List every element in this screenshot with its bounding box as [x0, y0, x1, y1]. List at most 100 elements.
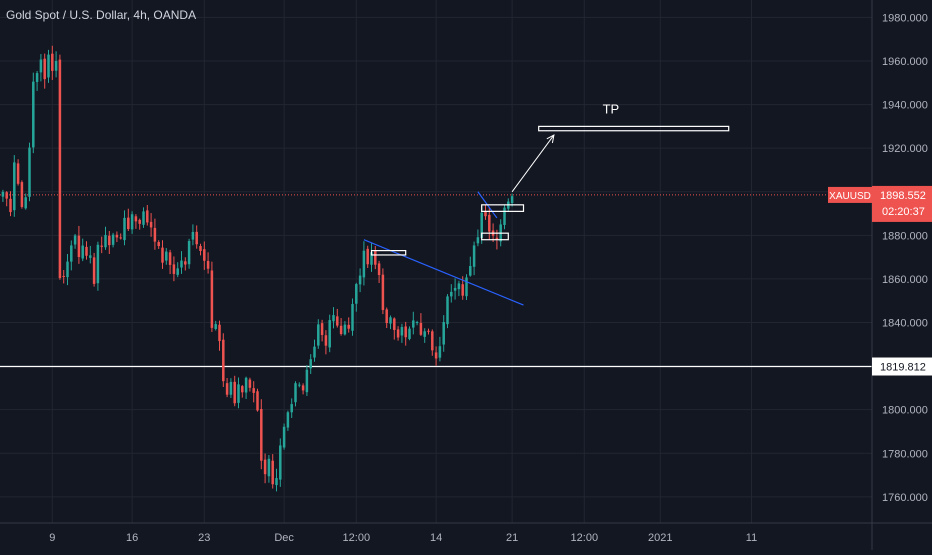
candle-body	[347, 324, 350, 329]
candle-down	[263, 453, 267, 484]
candle-body	[351, 303, 354, 331]
candle-body	[203, 249, 206, 261]
candle-down	[115, 231, 119, 243]
candle-up	[290, 398, 293, 418]
candle-down	[260, 399, 263, 470]
candle-down	[149, 213, 153, 237]
candle-down	[434, 346, 438, 366]
candle-down	[62, 270, 65, 284]
candle-body	[286, 412, 290, 428]
candle-up	[275, 468, 278, 492]
candle-down	[127, 208, 130, 232]
candle-down	[320, 319, 324, 342]
candle-down	[203, 241, 206, 270]
candle-body	[434, 352, 438, 359]
candle-body	[385, 309, 388, 324]
candle-body	[104, 235, 107, 248]
candle-body	[142, 211, 145, 225]
candle-body	[146, 210, 149, 223]
candle-up	[32, 72, 35, 154]
candle-up	[298, 382, 301, 388]
candle-body	[431, 331, 434, 351]
candle-body	[256, 391, 259, 411]
candle-down	[85, 241, 88, 260]
candle-body	[377, 263, 381, 275]
candle-body	[358, 275, 362, 285]
candle-body	[199, 246, 202, 252]
candle-down	[248, 377, 252, 392]
y-tick-label: 1840.000	[882, 318, 928, 330]
drawings[interactable]: TP	[363, 101, 730, 306]
candle-body	[108, 235, 111, 246]
candle-up	[130, 211, 134, 234]
candle-body	[54, 61, 58, 71]
candle-body	[1, 191, 5, 197]
candle-body	[222, 339, 225, 382]
candle-up	[370, 243, 373, 272]
candle-up	[70, 240, 73, 271]
candle-down	[9, 191, 12, 217]
candle-body	[187, 240, 191, 265]
candle-body	[282, 426, 286, 448]
candle-up	[286, 410, 290, 431]
candle-up	[176, 262, 179, 278]
candle-body	[461, 284, 464, 296]
tp-arrow-head	[546, 134, 555, 144]
candle-down	[58, 54, 62, 280]
candle-up	[442, 315, 445, 352]
y-tick-label: 1860.000	[882, 274, 928, 286]
candle-up	[214, 320, 217, 331]
candle-body	[472, 245, 476, 267]
candle-body	[484, 211, 487, 217]
candle-body	[317, 324, 320, 346]
candle-body	[119, 237, 122, 239]
candle-down	[431, 329, 434, 356]
candle-body	[172, 264, 176, 274]
candle-body	[415, 322, 419, 324]
y-tick-label: 1800.000	[882, 405, 928, 417]
candle-up	[24, 193, 27, 210]
candle-body	[442, 322, 445, 345]
candle-body	[355, 284, 358, 304]
candle-body	[328, 320, 331, 348]
candle-up	[279, 438, 282, 487]
candle-body	[28, 147, 31, 197]
candle-body	[244, 377, 248, 393]
candle-down	[225, 377, 229, 398]
candle-body	[370, 252, 373, 265]
candle-body	[195, 231, 198, 245]
candle-up	[305, 365, 309, 396]
candle-down	[51, 45, 54, 80]
candle-down	[138, 218, 141, 230]
candle-down	[134, 214, 138, 229]
candle-up	[400, 323, 404, 343]
candle-body	[191, 231, 195, 240]
candle-up	[54, 51, 58, 78]
candle-body	[298, 384, 301, 386]
candle-body	[412, 320, 415, 328]
candle-up	[412, 311, 415, 335]
candle-down	[92, 252, 96, 287]
candle-body	[81, 245, 84, 259]
y-tick-label: 1880.000	[882, 230, 928, 242]
candle-down	[5, 191, 8, 207]
candle-up	[47, 49, 50, 83]
candle-body	[180, 260, 183, 268]
candle-body	[225, 383, 229, 395]
chart-title: Gold Spot / U.S. Dollar, 4h, OANDA	[6, 8, 196, 22]
candle-up	[1, 189, 5, 202]
candle-body	[20, 182, 24, 207]
candle-body	[510, 196, 514, 204]
x-tick-label: 23	[198, 532, 210, 544]
candle-body	[465, 277, 468, 297]
candle-down	[210, 261, 214, 332]
candle-body	[343, 324, 347, 335]
candle-up	[73, 233, 77, 249]
candle-up	[362, 241, 366, 286]
candle-up	[66, 253, 69, 286]
candle-body	[96, 244, 100, 284]
candle-up	[313, 339, 316, 362]
candle-body	[176, 268, 179, 275]
